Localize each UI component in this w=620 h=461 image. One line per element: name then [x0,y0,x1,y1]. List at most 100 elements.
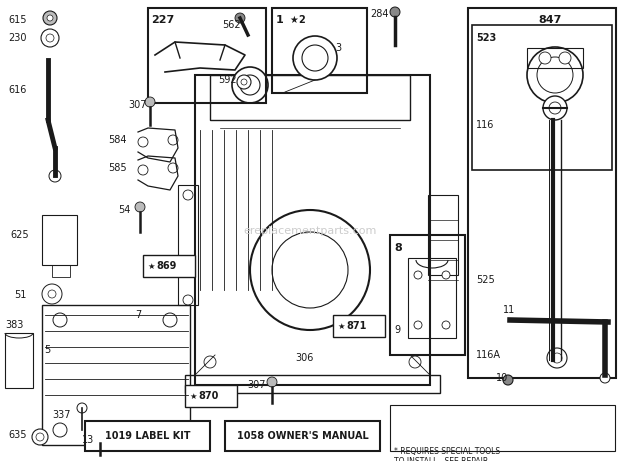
Text: 1019 LABEL KIT: 1019 LABEL KIT [105,431,190,441]
Circle shape [168,163,178,173]
Text: 2: 2 [298,15,305,25]
Bar [390,235,465,355]
Circle shape [42,284,62,304]
Circle shape [138,137,148,147]
Circle shape [183,190,193,200]
Circle shape [414,321,422,329]
Text: 307: 307 [247,380,265,390]
Text: 525: 525 [476,275,495,285]
Circle shape [232,67,268,103]
Circle shape [183,295,193,305]
Text: 284: 284 [370,9,389,19]
Text: 230: 230 [8,33,27,43]
Circle shape [302,45,328,71]
Text: ereplacementparts.com: ereplacementparts.com [243,225,377,236]
Text: 847: 847 [538,15,561,25]
Text: 306: 306 [295,353,313,363]
Text: 616: 616 [8,85,27,95]
Circle shape [48,290,56,298]
Circle shape [204,356,216,368]
Circle shape [442,321,450,329]
Bar [390,405,615,451]
Circle shape [163,423,177,437]
Text: 1058 OWNER'S MANUAL: 1058 OWNER'S MANUAL [237,431,368,441]
Bar [428,195,458,275]
Circle shape [53,423,67,437]
Circle shape [267,377,277,387]
Circle shape [163,313,177,327]
Bar [178,185,198,305]
Circle shape [241,79,247,85]
Circle shape [539,52,551,64]
Circle shape [414,271,422,279]
Circle shape [547,348,567,368]
Circle shape [77,403,87,413]
Text: * REQUIRES SPECIAL TOOLS
TO INSTALL.  SEE REPAIR
INSTRUCTION MANUAL.: * REQUIRES SPECIAL TOOLS TO INSTALL. SEE… [394,447,500,461]
Text: 523: 523 [476,33,496,43]
Text: ★: ★ [289,15,298,25]
Bar [148,8,266,103]
Circle shape [138,165,148,175]
Circle shape [43,11,57,25]
Text: 7: 7 [135,310,141,320]
Bar [52,265,70,277]
Text: 11: 11 [503,305,515,315]
Circle shape [135,202,145,212]
Text: 8: 8 [394,243,402,253]
Bar [185,385,237,407]
Circle shape [559,52,571,64]
Text: 337: 337 [52,410,71,420]
Bar [333,315,385,337]
Text: 871: 871 [346,321,366,331]
Bar [210,75,410,120]
Text: ★: ★ [189,391,197,401]
Text: 625: 625 [10,230,29,240]
Text: ★: ★ [337,321,345,331]
Text: 1: 1 [276,15,284,25]
Circle shape [293,36,337,80]
Text: 51: 51 [14,290,27,300]
Circle shape [549,102,561,114]
Circle shape [41,29,59,47]
Text: 585: 585 [108,163,126,173]
Text: 869: 869 [156,261,176,271]
Circle shape [32,429,48,445]
Bar [408,258,456,338]
Circle shape [46,34,54,42]
Circle shape [47,15,53,21]
Bar [195,75,430,385]
Circle shape [600,373,610,383]
Text: 635: 635 [8,430,27,440]
Circle shape [442,271,450,279]
Circle shape [527,47,583,103]
Bar [468,8,616,378]
Circle shape [250,210,370,330]
Circle shape [145,97,155,107]
Text: 870: 870 [198,391,218,401]
Bar [185,375,440,393]
Bar [42,305,190,445]
Bar [42,215,77,265]
Circle shape [53,313,67,327]
Circle shape [272,232,348,308]
Circle shape [543,96,567,120]
Circle shape [49,170,61,182]
Text: 562: 562 [222,20,241,30]
Circle shape [390,7,400,17]
Text: 54: 54 [118,205,130,215]
Text: 615: 615 [8,15,27,25]
Bar [272,8,367,93]
Circle shape [237,75,251,89]
Text: 307: 307 [128,100,146,110]
Bar [225,421,380,451]
Circle shape [95,433,105,443]
Text: 116A: 116A [476,350,501,360]
Circle shape [36,433,44,441]
Text: 227: 227 [151,15,174,25]
Bar [527,48,583,68]
Bar [472,25,612,170]
Circle shape [537,57,573,93]
Bar [85,421,210,451]
Text: 9: 9 [394,325,400,335]
Text: ★: ★ [147,261,154,271]
